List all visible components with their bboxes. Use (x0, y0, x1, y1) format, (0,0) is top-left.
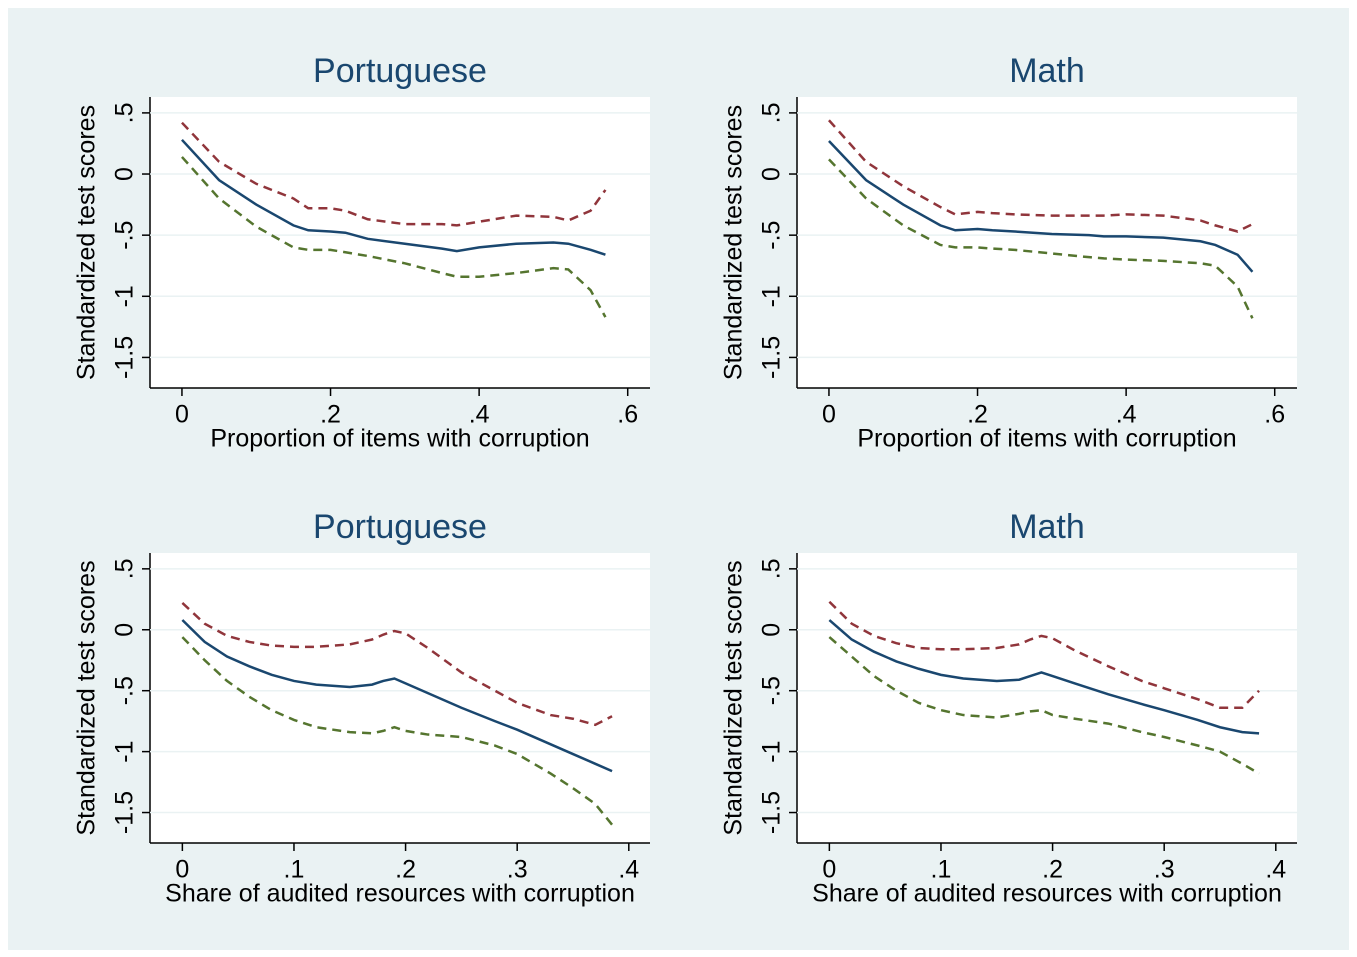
y-tick-label: .5 (758, 102, 786, 123)
chart-title: Math (1009, 52, 1085, 90)
plot-region (797, 97, 1297, 388)
x-tick-label: .4 (1116, 401, 1137, 429)
series-line (828, 140, 1254, 273)
y-tick-label: 0 (758, 623, 786, 637)
y-tick-label: 0 (111, 623, 139, 637)
y-tick-label: .5 (111, 558, 139, 579)
y-tick-label: -.5 (758, 676, 786, 705)
series-line (828, 119, 1253, 233)
series-line (181, 619, 613, 773)
x-tick-label: .4 (469, 401, 490, 429)
chart-title: Portuguese (313, 52, 487, 90)
y-tick-label: -.5 (111, 676, 139, 705)
y-tick-label: -1 (111, 740, 139, 762)
chart-title: Math (1009, 508, 1085, 546)
x-tick-label: 0 (175, 401, 189, 429)
x-tick-label: .4 (1265, 856, 1286, 884)
x-tick-label: .2 (320, 401, 341, 429)
y-tick-label: -1 (758, 285, 786, 307)
x-tick-label: 0 (822, 401, 836, 429)
y-tick-label: -1 (758, 740, 786, 762)
series-line (828, 619, 1260, 735)
x-tick-label: .1 (931, 856, 952, 884)
x-tick-label: 0 (822, 856, 836, 884)
x-tick-label: .6 (617, 401, 638, 429)
series-line (828, 600, 1260, 709)
y-axis-label: Standardized test scores (73, 560, 101, 835)
y-tick-label: -1.5 (758, 336, 786, 379)
x-tick-label: .2 (1042, 856, 1063, 884)
x-axis-label: Proportion of items with corruption (210, 425, 589, 453)
x-tick-label: .4 (618, 856, 639, 884)
y-axis-label: Standardized test scores (720, 560, 748, 835)
series-line (181, 602, 613, 727)
plot-region (150, 553, 650, 843)
y-tick-label: -1.5 (111, 336, 139, 379)
series-line (181, 121, 607, 227)
x-axis-label: Proportion of items with corruption (857, 425, 1236, 453)
y-axis-label: Standardized test scores (720, 105, 748, 380)
y-tick-label: 0 (111, 167, 139, 181)
series-line (828, 158, 1254, 319)
x-tick-label: .3 (507, 856, 528, 884)
x-tick-label: .2 (395, 856, 416, 884)
plot-region (797, 553, 1297, 843)
y-tick-label: .5 (758, 558, 786, 579)
x-tick-label: .3 (1154, 856, 1175, 884)
y-tick-label: .5 (111, 102, 139, 123)
y-tick-label: -.5 (758, 221, 786, 250)
series-line (181, 636, 614, 826)
x-tick-label: .1 (284, 856, 305, 884)
y-tick-label: -1.5 (758, 791, 786, 834)
x-axis-label: Share of audited resources with corrupti… (165, 880, 635, 908)
y-axis-label: Standardized test scores (73, 105, 101, 380)
y-tick-label: -1 (111, 285, 139, 307)
y-tick-label: 0 (758, 167, 786, 181)
y-tick-label: -.5 (111, 221, 139, 250)
series-line (181, 156, 607, 318)
series-line (828, 636, 1260, 775)
chart-title: Portuguese (313, 508, 487, 546)
x-tick-label: 0 (175, 856, 189, 884)
series-line (181, 138, 606, 256)
x-tick-label: .6 (1264, 401, 1285, 429)
x-axis-label: Share of audited resources with corrupti… (812, 880, 1282, 908)
x-tick-label: .2 (967, 401, 988, 429)
y-tick-label: -1.5 (111, 791, 139, 834)
